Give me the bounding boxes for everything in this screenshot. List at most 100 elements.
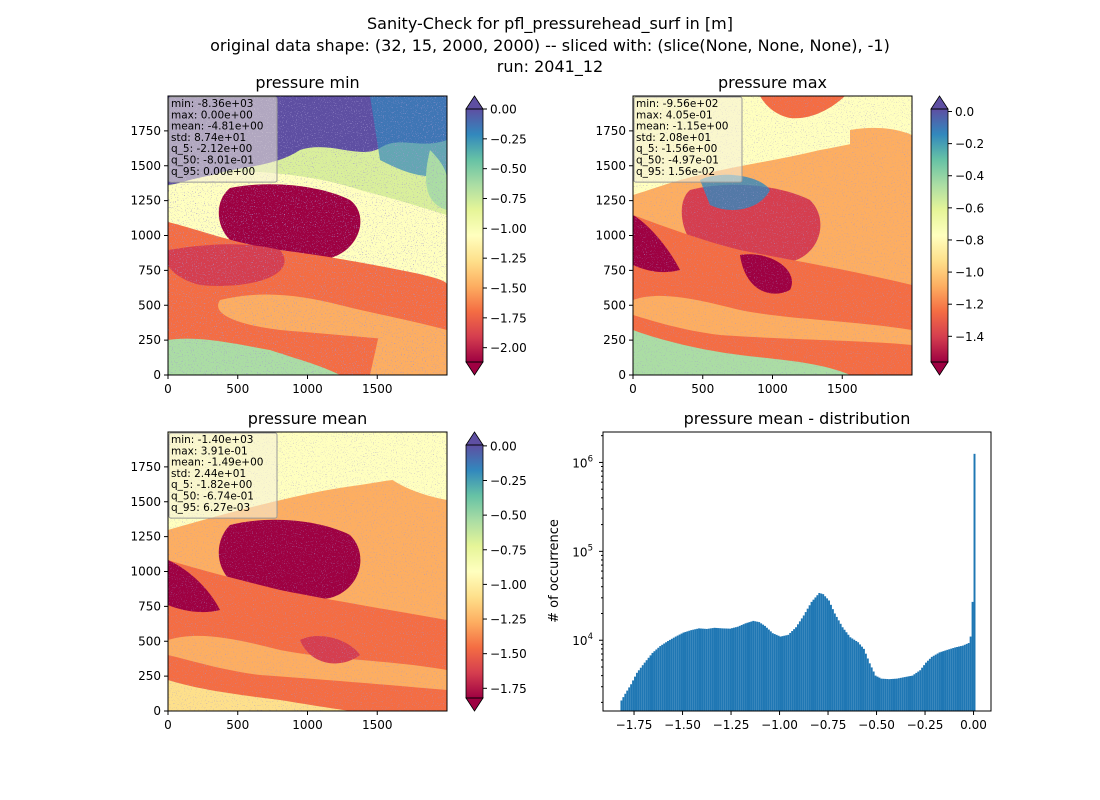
histogram-bar [719, 628, 722, 711]
x-tick-label: 500 [226, 718, 249, 732]
y-tick-label: 1500 [595, 159, 626, 173]
histogram-bar [624, 693, 627, 711]
histogram-bar [769, 631, 772, 711]
suptitle-line-2: original data shape: (32, 15, 2000, 2000… [210, 36, 890, 55]
histogram-bar [905, 676, 908, 711]
colorbar-extend-min [465, 361, 484, 376]
y-tick-label: 500 [138, 634, 161, 648]
colorbar-tick-label: −1.00 [490, 222, 527, 236]
histogram-bar [637, 670, 640, 711]
histogram-bar [717, 628, 720, 711]
colorbar-tick-label: −2.00 [490, 341, 527, 355]
histogram-bar [892, 678, 894, 711]
histogram-bar [775, 634, 778, 711]
colorbar-tick-label: −1.0 [955, 266, 984, 280]
histogram-bar [973, 453, 976, 711]
stats-line: mean: -1.49e+00 [171, 457, 263, 469]
histogram-bar [944, 650, 947, 711]
histogram-bar [959, 646, 962, 711]
y-tick-label: 1250 [130, 530, 161, 544]
stats-line: q_95: 6.27e-03 [171, 502, 250, 514]
histogram-bar [703, 628, 706, 711]
histogram-bar [835, 616, 838, 711]
histogram-bar [764, 625, 766, 711]
x-tick-label: 0 [629, 382, 637, 396]
heatmap-image [168, 96, 447, 375]
histogram-bar [663, 643, 666, 711]
histogram-bar [686, 631, 689, 711]
histogram-bar [694, 629, 697, 711]
histogram-bar [870, 667, 873, 711]
panel-distribution: pressure mean - distribution −1.75 −1.50−… [547, 409, 992, 732]
colorbar-tick-label: −1.75 [490, 311, 527, 325]
histogram-bar [676, 635, 679, 711]
histogram-bar [857, 642, 860, 711]
colorbar-tick-label: −0.75 [490, 543, 527, 557]
histogram-bar [895, 678, 898, 711]
histogram-bar [632, 680, 635, 711]
histogram-bar [804, 612, 807, 711]
x-tick-label: 500 [226, 382, 249, 396]
histogram-bar [729, 628, 732, 711]
colorbar-extend-max [930, 95, 949, 110]
histogram-bar [690, 630, 693, 711]
histogram-bar [758, 622, 761, 711]
histogram-bar [822, 594, 825, 711]
histogram-bar [837, 620, 840, 711]
histogram-bar [649, 655, 652, 711]
histogram-bar [907, 676, 910, 711]
panel-title: pressure mean - distribution [684, 409, 911, 428]
histogram-bar [845, 632, 848, 711]
y-axis-label: # of occurrence [547, 519, 562, 623]
y-axis: 0 250 500 750 1000 1250 1500 1750 [595, 124, 633, 382]
histogram-bar [698, 628, 700, 711]
histogram-bar [950, 648, 953, 711]
colorbar-tick-label: −1.4 [955, 330, 984, 344]
y-tick-label: 106 [572, 454, 593, 470]
histogram-bars [620, 453, 976, 711]
histogram-bar [723, 628, 726, 711]
histogram-bar [795, 627, 797, 711]
histogram-bar [882, 678, 885, 711]
histogram-bar [855, 640, 858, 711]
y-tick-label: 250 [138, 333, 161, 347]
panel-pressure-min: pressure min 0 500 1000 1500 0 250 500 750 1000… [130, 73, 526, 396]
histogram-bar [897, 678, 900, 711]
y-tick-label: 0 [618, 368, 626, 382]
histogram-bar [787, 634, 790, 711]
histogram-bar [721, 628, 724, 711]
histogram-bar [684, 631, 687, 711]
stats-box-bg [633, 96, 743, 183]
histogram-bar [878, 677, 881, 711]
stats-line: std: 2.44e+01 [171, 468, 246, 480]
y-tick-label: 1000 [130, 229, 161, 243]
colorbar-tick-label: 0.00 [490, 439, 517, 453]
colorbar-extend-max [465, 431, 484, 446]
colorbar-gradient [466, 109, 483, 362]
y-tick-label: 1000 [130, 565, 161, 579]
x-axis: −1.75 −1.50 −1.25 −1.00 −0.75 −0.50 −0.25 0.00 [616, 711, 987, 732]
y-tick-label: 0 [153, 368, 161, 382]
histogram-bar [925, 662, 927, 711]
histogram-bar [926, 660, 929, 711]
colorbar-tick-label: −0.25 [490, 474, 527, 488]
histogram-bar [744, 623, 747, 711]
x-tick-label: −1.50 [664, 718, 701, 732]
histogram-bar [808, 605, 811, 711]
histogram-bar [622, 697, 625, 711]
histogram-bar [961, 645, 964, 711]
colorbar-frame [930, 108, 949, 363]
histogram-bar [828, 600, 830, 711]
y-tick-label: 1750 [130, 124, 161, 138]
suptitle: Sanity-Check for pfl_pressurehead_surf i… [210, 14, 890, 77]
histogram-bar [767, 629, 770, 711]
histogram-bar [641, 665, 644, 711]
histogram-bar [734, 627, 737, 711]
histogram-bar [754, 621, 757, 711]
histogram-bar [653, 651, 656, 711]
histogram-bar [946, 649, 949, 711]
histogram-bar [732, 627, 735, 711]
histogram-bar [752, 620, 755, 711]
histogram-bar [800, 618, 803, 711]
histogram-bar [901, 677, 904, 711]
